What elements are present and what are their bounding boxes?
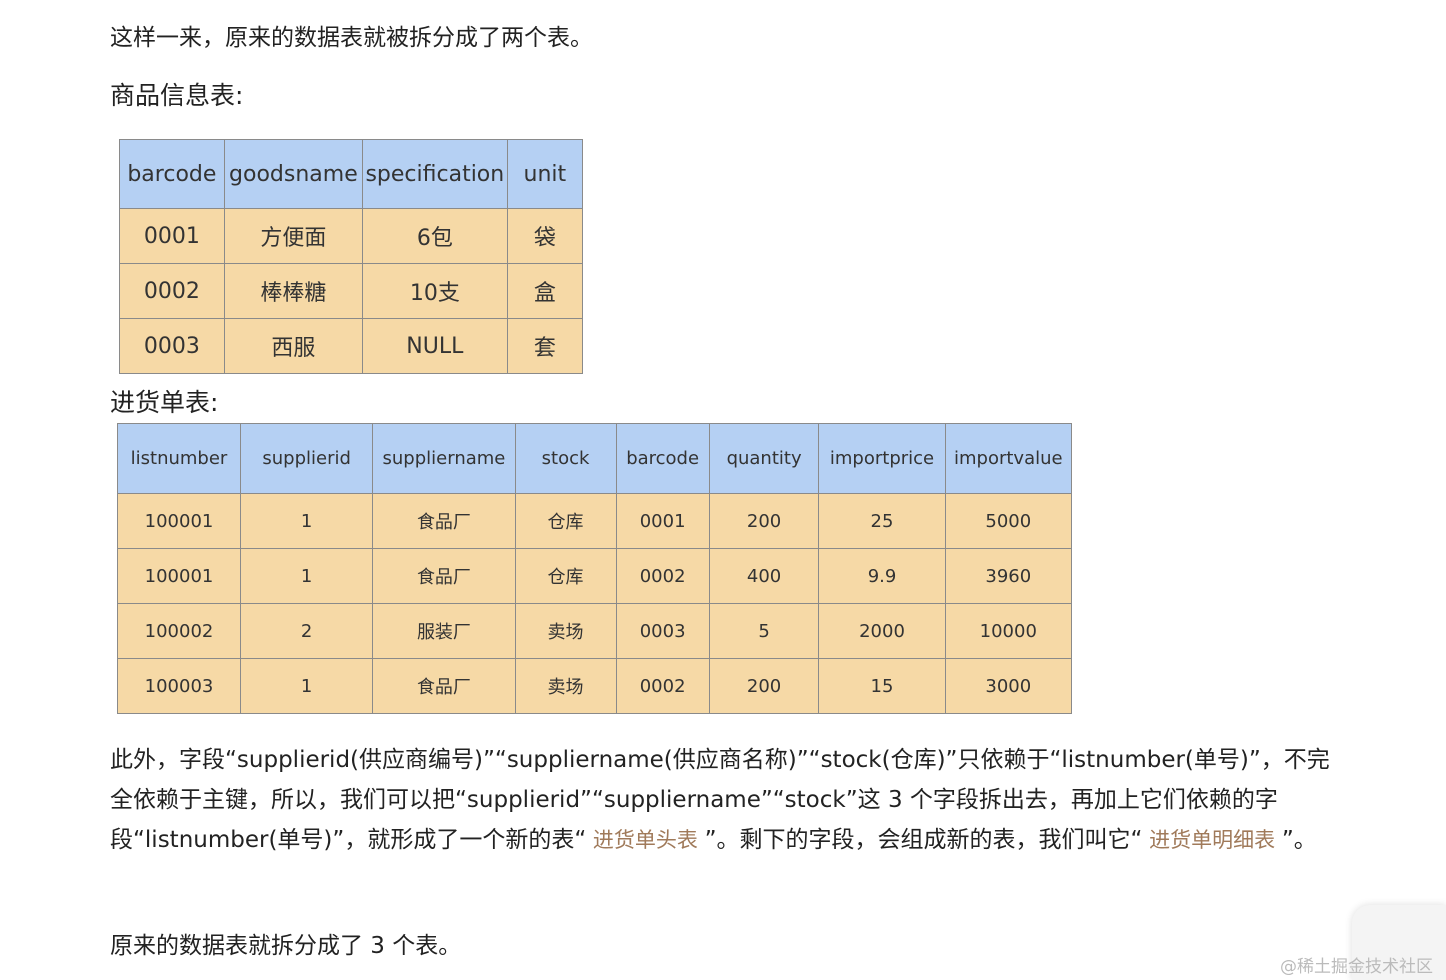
table-cell: 5 bbox=[708, 603, 820, 659]
table-cell: 0001 bbox=[119, 208, 225, 264]
table-cell: 25 bbox=[818, 493, 946, 549]
conclusion-text: 原来的数据表就拆分成了 3 个表。 bbox=[110, 933, 462, 959]
column-header: unit bbox=[506, 139, 584, 209]
table-cell: 棒棒糖 bbox=[223, 263, 364, 319]
column-header: stock bbox=[514, 423, 617, 494]
table-row: 100001 1 食品厂 仓库 0001 200 25 5000 bbox=[117, 493, 1073, 549]
column-header: listnumber bbox=[117, 423, 241, 494]
table-row: 100002 2 服装厂 卖场 0003 5 2000 10000 bbox=[117, 603, 1073, 659]
table-cell: 仓库 bbox=[514, 493, 617, 549]
table-cell: 2000 bbox=[818, 603, 946, 659]
table-row: 0001 方便面 6包袋 bbox=[119, 208, 584, 264]
column-header: barcode bbox=[119, 139, 225, 209]
table-cell: 盒 bbox=[506, 263, 584, 319]
table-cell: 10000 bbox=[944, 603, 1073, 659]
table-cell: 15 bbox=[818, 658, 946, 714]
table-row: 100003 1 食品厂 卖场 0002 200 15 3000 bbox=[117, 658, 1073, 714]
table-cell: 100001 bbox=[117, 548, 241, 604]
column-header: supplierid bbox=[239, 423, 374, 494]
paragraph-text-1: 此外，字段“supplierid(供应商编号)”“suppliername(供应… bbox=[110, 747, 1330, 853]
table-cell: 0003 bbox=[615, 603, 710, 659]
column-header: importprice bbox=[818, 423, 946, 494]
table-cell: 10支 bbox=[362, 263, 508, 319]
table-cell: 0002 bbox=[119, 263, 225, 319]
table-cell: NULL bbox=[362, 318, 508, 374]
table-cell: 100002 bbox=[117, 603, 241, 659]
table-cell: 9.9 bbox=[818, 548, 946, 604]
column-header: specification bbox=[362, 139, 508, 209]
highlight-header-table: 进货单头表 bbox=[586, 828, 705, 852]
table-cell: 200 bbox=[708, 493, 820, 549]
paragraph-text-2: ”。剩下的字段，会组成新的表，我们叫它“ bbox=[704, 827, 1143, 853]
table-cell: 0002 bbox=[615, 548, 710, 604]
table-cell: 卖场 bbox=[514, 603, 617, 659]
table-cell: 袋 bbox=[506, 208, 584, 264]
table-cell: 0002 bbox=[615, 658, 710, 714]
column-header: quantity bbox=[708, 423, 820, 494]
watermark: @稀土掘金技术社区 bbox=[1280, 957, 1433, 977]
paragraph-text-3: ”。 bbox=[1281, 827, 1317, 853]
column-header: goodsname bbox=[223, 139, 364, 209]
table-cell: 2 bbox=[239, 603, 374, 659]
table-row: 0002 棒棒糖 10支盒 bbox=[119, 263, 584, 319]
table-row: 100001 1 食品厂 仓库 0002 400 9.9 3960 bbox=[117, 548, 1073, 604]
table-cell: 套 bbox=[506, 318, 584, 374]
intro-text: 这样一来，原来的数据表就被拆分成了两个表。 bbox=[110, 25, 593, 51]
table-cell: 方便面 bbox=[223, 208, 364, 264]
table-cell: 1 bbox=[239, 493, 374, 549]
table-cell: 西服 bbox=[223, 318, 364, 374]
table-cell: 100003 bbox=[117, 658, 241, 714]
table-cell: 食品厂 bbox=[372, 658, 516, 714]
table-cell: 1 bbox=[239, 658, 374, 714]
table-cell: 服装厂 bbox=[372, 603, 516, 659]
goods-table: barcode goodsname specification unit 0001 方便… bbox=[119, 139, 584, 374]
orders-table: listnumber supplierid suppliername stock bar… bbox=[117, 423, 1073, 714]
table-cell: 1 bbox=[239, 548, 374, 604]
explanation-paragraph: 此外，字段“supplierid(供应商编号)”“suppliername(供应… bbox=[110, 740, 1350, 860]
table-cell: 食品厂 bbox=[372, 493, 516, 549]
table-row: 0003 西服 NULL 套 bbox=[119, 318, 584, 374]
table-cell: 食品厂 bbox=[372, 548, 516, 604]
table-cell: 100001 bbox=[117, 493, 241, 549]
orders-table-title: 进货单表: bbox=[110, 388, 219, 417]
table-cell: 200 bbox=[708, 658, 820, 714]
table-cell: 400 bbox=[708, 548, 820, 604]
column-header: barcode bbox=[615, 423, 710, 494]
table-cell: 3000 bbox=[944, 658, 1073, 714]
table-cell: 卖场 bbox=[514, 658, 617, 714]
column-header: suppliername bbox=[372, 423, 516, 494]
highlight-detail-table: 进货单明细表 bbox=[1142, 828, 1282, 852]
table-cell: 仓库 bbox=[514, 548, 617, 604]
table-cell: 3960 bbox=[944, 548, 1073, 604]
table-cell: 0003 bbox=[119, 318, 225, 374]
video-logo-icon bbox=[1352, 905, 1446, 980]
table-cell: 6包 bbox=[362, 208, 508, 264]
column-header: importvalue bbox=[944, 423, 1073, 494]
table-cell: 0001 bbox=[615, 493, 710, 549]
table-cell: 5000 bbox=[944, 493, 1073, 549]
goods-table-title: 商品信息表: bbox=[110, 81, 244, 110]
